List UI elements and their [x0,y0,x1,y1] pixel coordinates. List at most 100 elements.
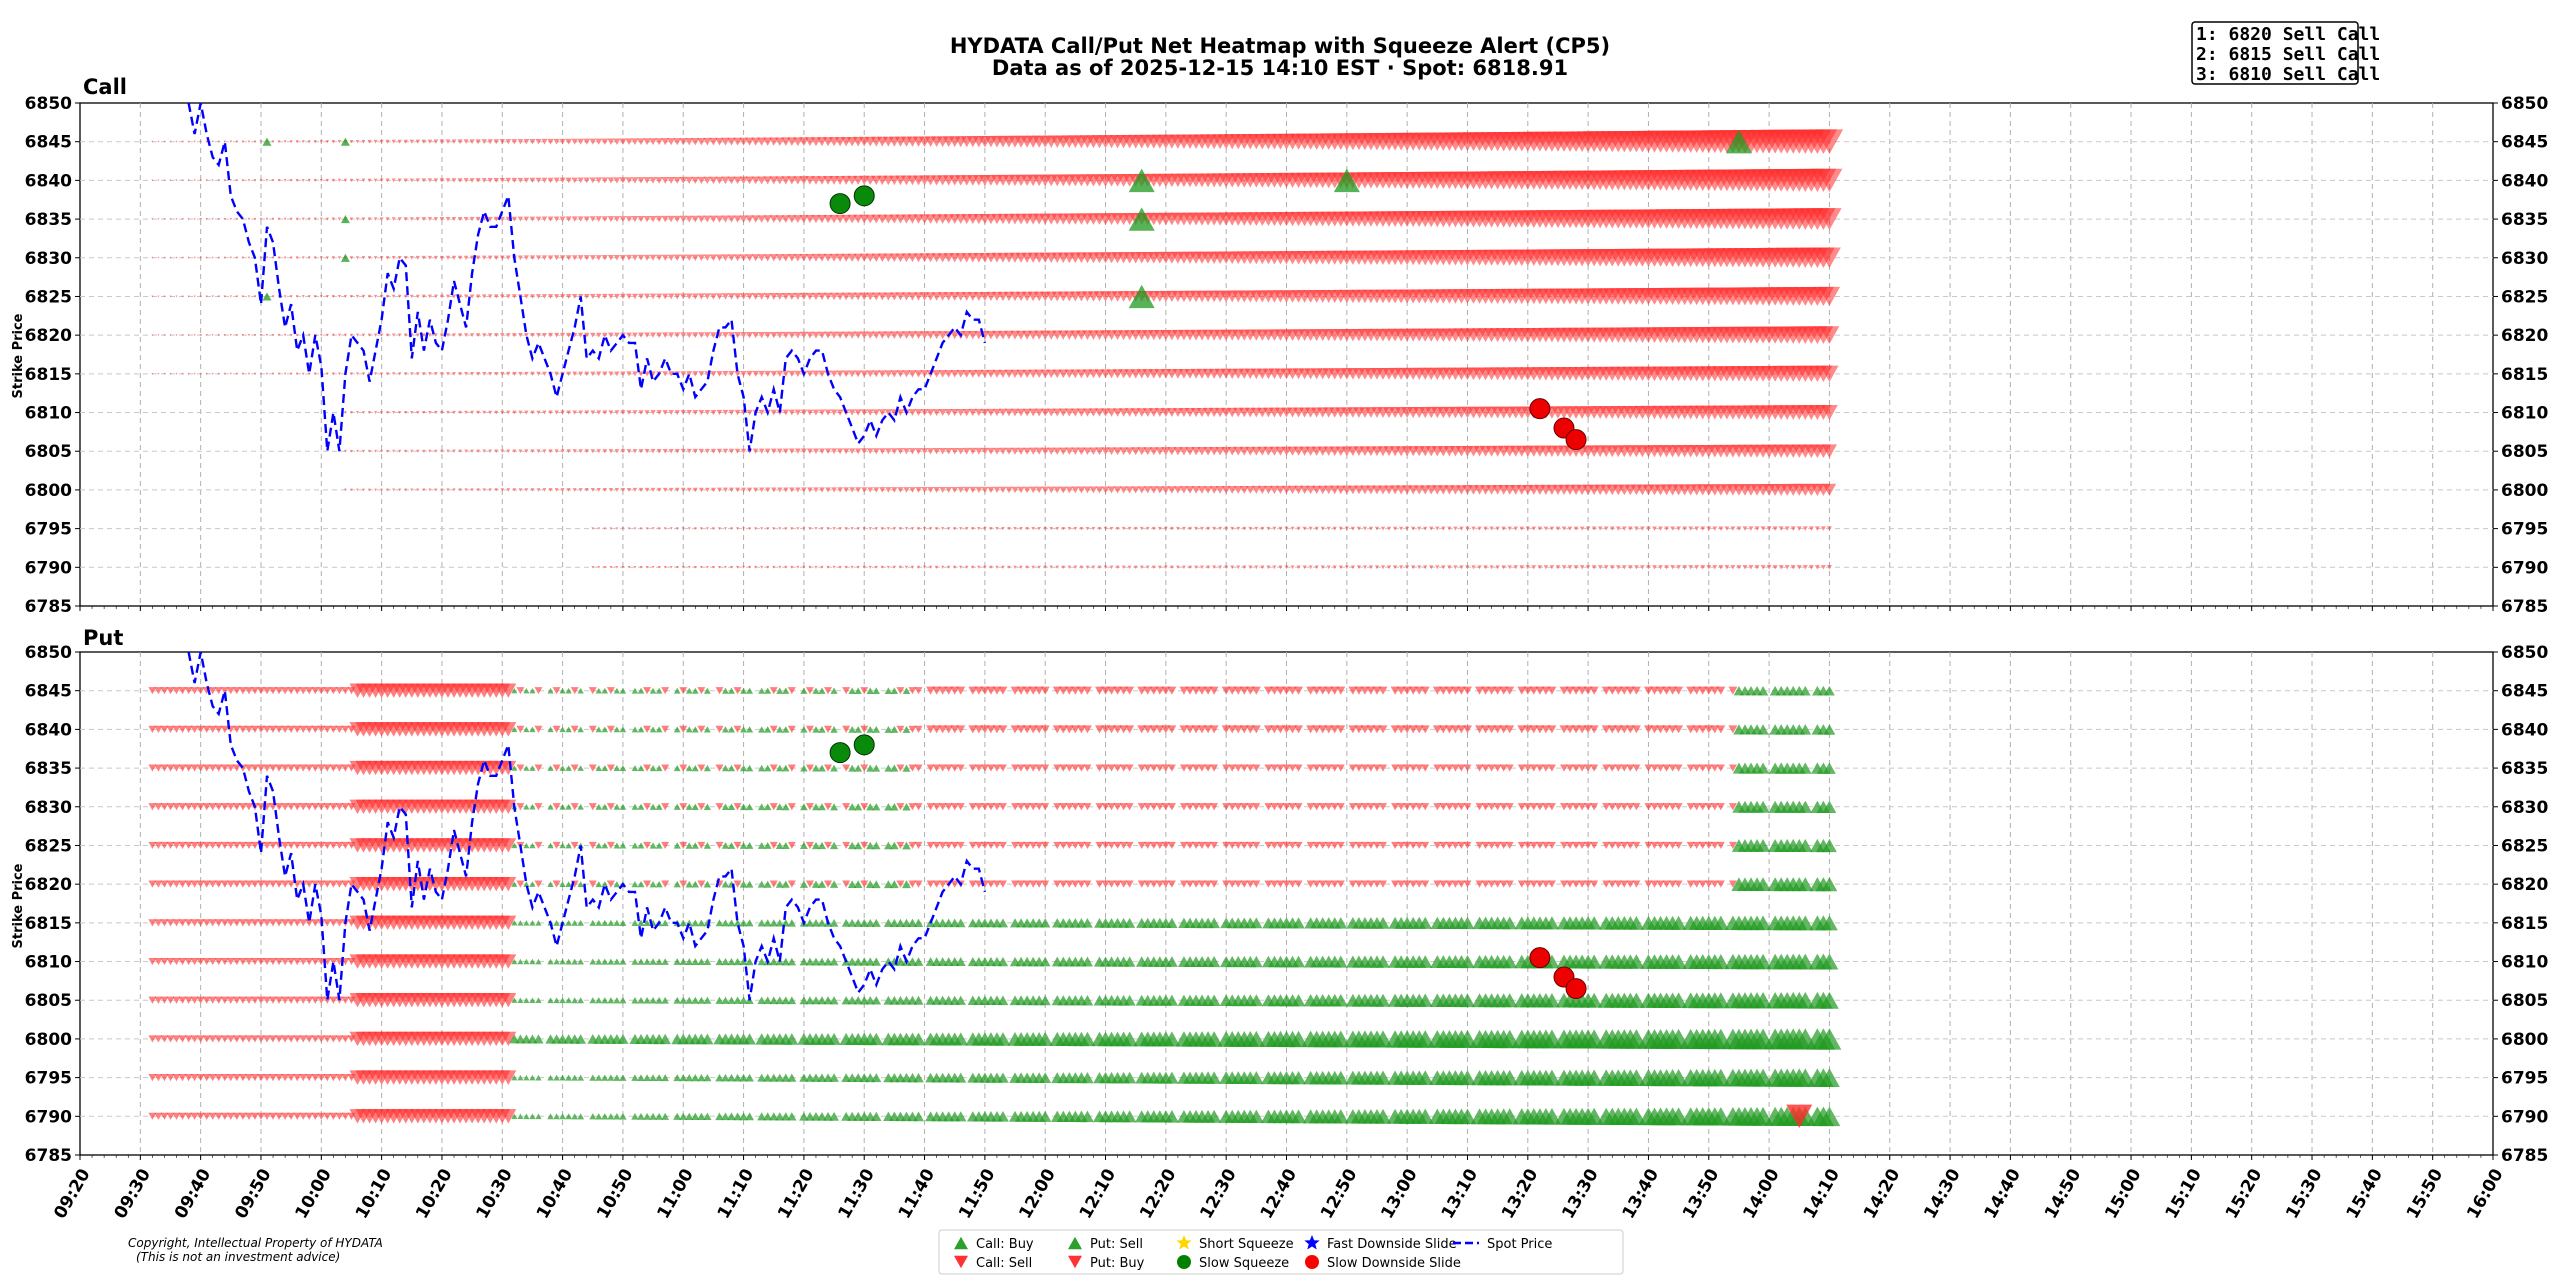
call-sell-marker [928,527,933,531]
call-sell-marker [1459,526,1464,531]
call-sell-marker [645,566,649,569]
call-sell-marker [812,331,820,339]
call-sell-marker [542,332,547,338]
call-sell-marker [769,176,779,185]
call-sell-marker [1736,526,1742,531]
call-sell-marker [1167,447,1177,456]
call-sell-marker [775,137,785,146]
call-sell-marker [1095,486,1104,494]
call-sell-marker [794,448,801,454]
call-sell-marker [932,370,941,378]
call-sell-marker [1011,447,1019,455]
call-sell-marker [644,371,650,377]
call-sell-marker [175,179,178,182]
call-sell-marker [1278,526,1283,531]
call-sell-marker [758,370,765,377]
call-sell-marker [572,449,577,454]
call-sell-marker [974,369,984,378]
call-sell-marker [631,177,639,184]
call-sell-marker [607,293,614,300]
call-sell-marker [457,178,463,183]
call-sell-marker [422,410,426,415]
call-sell-marker [915,448,922,455]
call-sell-marker [775,215,785,223]
put-sell-marker [1248,1109,1264,1124]
call-sell-marker [428,372,432,376]
call-sell-marker [669,527,673,530]
call-sell-marker [823,253,833,262]
call-sell-marker [625,216,633,223]
call-sell-marker [793,254,803,262]
call-sell-marker [838,565,842,569]
call-sell-marker [769,215,778,223]
call-sell-marker [229,372,232,375]
call-sell-marker [668,371,675,377]
call-sell-marker [1016,369,1026,378]
call-sell-marker [805,176,815,185]
call-sell-marker [1149,447,1159,456]
call-sell-marker [560,410,565,415]
call-sell-marker [463,139,469,145]
put-sell-marker [763,1112,773,1121]
call-sell-marker [595,138,603,145]
call-sell-marker [1736,565,1742,570]
call-sell-marker [1694,565,1700,570]
call-sell-marker [692,487,698,493]
call-sell-marker [951,447,959,455]
call-sell-marker [908,331,917,340]
call-sell-marker [313,256,317,260]
call-sell-marker [1025,565,1029,569]
call-sell-marker [1311,485,1322,495]
call-sell-marker [439,178,445,183]
call-sell-marker [511,177,518,183]
call-sell-marker [565,177,572,184]
call-sell-marker [518,449,523,454]
call-sell-marker [355,139,360,144]
call-sell-marker [181,140,184,143]
call-sell-marker [913,292,924,301]
call-sell-marker [626,487,632,492]
call-sell-marker [295,140,299,144]
call-sell-marker [856,527,860,531]
call-sell-marker [781,254,790,262]
call-sell-marker [1227,446,1238,456]
call-sell-marker [1374,526,1380,531]
call-sell-marker [1320,565,1325,570]
call-sell-marker [734,409,741,416]
call-sell-marker [1549,565,1555,570]
call-sell-marker [1441,526,1446,531]
call-sell-marker [824,448,832,455]
call-sell-marker [796,565,800,569]
call-sell-marker [631,293,639,300]
call-sell-marker [621,527,625,530]
call-sell-marker [673,254,681,261]
call-sell-marker [607,138,615,145]
put-buy-marker [238,1112,247,1120]
call-sell-marker [848,409,856,416]
call-sell-marker [175,334,178,337]
call-sell-marker [469,216,475,222]
call-sell-marker [981,486,989,494]
call-sell-marker [1549,526,1555,531]
call-sell-marker [1079,526,1084,531]
call-sell-marker [410,410,414,415]
call-sell-marker [1082,408,1092,417]
call-sell-marker [811,215,821,224]
call-sell-marker [983,527,987,531]
call-sell-marker [830,448,838,455]
put-sell-marker [697,1112,706,1121]
call-sell-marker [681,565,685,569]
call-sell-marker [253,334,257,337]
call-sell-marker [578,371,584,377]
call-sell-marker [199,295,202,298]
call-sell-marker [1815,129,1844,155]
call-sell-marker [685,215,693,223]
call-sell-marker [625,254,633,261]
call-sell-marker [530,371,535,376]
call-sell-marker [613,216,621,223]
call-sell-marker [673,293,681,300]
call-sell-marker [842,448,850,455]
call-sell-marker [1004,408,1014,417]
call-sell-marker [662,448,668,454]
call-sell-marker [181,218,184,221]
